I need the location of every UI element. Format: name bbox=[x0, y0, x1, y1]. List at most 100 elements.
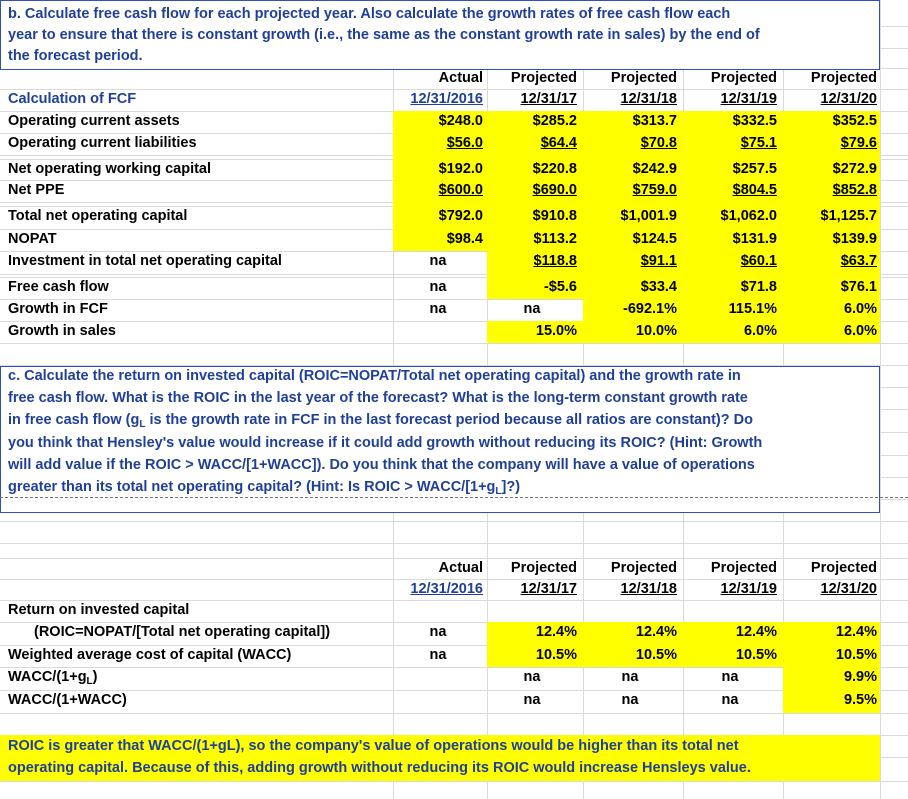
prompt-box bbox=[0, 0, 880, 70]
cell-value: na bbox=[621, 669, 639, 685]
row-label: Growth in sales bbox=[8, 323, 116, 339]
cell-value: $139.9 bbox=[832, 231, 877, 247]
cell-value: 10.0% bbox=[635, 323, 677, 339]
column-status: Projected bbox=[810, 70, 877, 86]
row-label: Growth in FCF bbox=[8, 301, 108, 317]
column-status: Projected bbox=[610, 560, 677, 576]
grid-line bbox=[0, 713, 908, 714]
cell-value: $98.4 bbox=[446, 231, 483, 247]
text-segment: free cash flow. What is the ROIC in the … bbox=[8, 390, 748, 407]
cell-value: $79.6 bbox=[840, 135, 877, 151]
cell-value: na bbox=[429, 624, 447, 640]
cell-value: $70.8 bbox=[640, 135, 677, 151]
prompt-line: greater than its total net operating cap… bbox=[8, 477, 520, 502]
cell-value: $852.8 bbox=[832, 182, 877, 198]
cell-value: na bbox=[523, 669, 541, 685]
cell-value: $192.0 bbox=[438, 161, 483, 177]
column-date: 12/31/19 bbox=[720, 581, 777, 597]
prompt-box bbox=[0, 366, 880, 513]
text-segment: is the growth rate in FCF in the last fo… bbox=[145, 412, 753, 429]
column-date: 12/31/18 bbox=[620, 91, 677, 107]
grid-line bbox=[0, 274, 908, 275]
text-segment: in free cash flow (g bbox=[8, 412, 140, 429]
prompt-line: the forecast period. bbox=[8, 48, 143, 64]
row-label: Free cash flow bbox=[8, 279, 109, 295]
cell-value: $75.1 bbox=[740, 135, 777, 151]
cell-value: 10.5% bbox=[735, 647, 777, 663]
row-label: Operating current assets bbox=[8, 113, 180, 129]
grid-line bbox=[0, 645, 908, 646]
cell-value: $352.5 bbox=[832, 113, 877, 129]
text-segment: WACC/(1+g bbox=[8, 669, 87, 685]
prompt-line: year to ensure that there is constant gr… bbox=[8, 27, 760, 43]
column-date: 12/31/20 bbox=[820, 581, 877, 597]
cell-value: $792.0 bbox=[438, 208, 483, 224]
prompt-line: c. Calculate the return on invested capi… bbox=[8, 366, 741, 387]
cell-value: $600.0 bbox=[438, 182, 483, 198]
cell-value: $71.8 bbox=[740, 279, 777, 295]
row-label: Net PPE bbox=[8, 182, 65, 198]
cell-value: $1,062.0 bbox=[720, 208, 777, 224]
cell-value: $63.7 bbox=[840, 253, 877, 269]
cell-value: $113.2 bbox=[533, 231, 577, 247]
text-segment: greater than its total net operating cap… bbox=[8, 479, 496, 495]
cell-value: 12.4% bbox=[735, 624, 777, 640]
subscript: L bbox=[86, 676, 93, 687]
cell-value: $804.5 bbox=[732, 182, 777, 198]
cell-value: $56.0 bbox=[446, 135, 483, 151]
column-status: Projected bbox=[510, 70, 577, 86]
column-date: 12/31/2016 bbox=[410, 581, 483, 597]
cell-value: na bbox=[721, 669, 739, 685]
cell-value: -$5.6 bbox=[543, 279, 577, 295]
cell-value: 10.5% bbox=[835, 647, 877, 663]
row-label: Net operating working capital bbox=[8, 161, 212, 177]
cell-value: $272.9 bbox=[832, 161, 877, 177]
column-status: Projected bbox=[710, 560, 777, 576]
grid-line bbox=[0, 299, 908, 300]
cell-value: $242.9 bbox=[632, 161, 677, 177]
grid-line bbox=[0, 558, 908, 559]
column-status: Projected bbox=[510, 560, 577, 576]
column-status: Actual bbox=[438, 560, 483, 576]
highlight bbox=[487, 111, 880, 299]
grid-line bbox=[0, 622, 908, 623]
cell-value: 10.5% bbox=[635, 647, 677, 663]
column-status: Projected bbox=[610, 70, 677, 86]
cell-value: 12.4% bbox=[535, 624, 577, 640]
cell-value: na bbox=[429, 253, 447, 269]
cell-value: $1,001.9 bbox=[620, 208, 677, 224]
grid-line bbox=[0, 251, 908, 252]
cell-value: na bbox=[523, 301, 541, 317]
cell-value: $332.5 bbox=[732, 113, 777, 129]
conclusion-line: ROIC is greater that WACC/(1+gL), so the… bbox=[8, 738, 739, 754]
highlight bbox=[783, 667, 880, 713]
cell-value: $33.4 bbox=[640, 279, 677, 295]
cell-value: 6.0% bbox=[743, 323, 777, 339]
cell-value: 12.4% bbox=[635, 624, 677, 640]
cell-value: $257.5 bbox=[732, 161, 777, 177]
column-date: 12/31/18 bbox=[620, 581, 677, 597]
highlight bbox=[583, 299, 880, 321]
grid-line bbox=[0, 781, 908, 782]
cell-value: na bbox=[721, 692, 739, 708]
grid-line bbox=[0, 600, 908, 601]
cell-value: na bbox=[523, 692, 541, 708]
cell-value: 6.0% bbox=[843, 323, 877, 339]
cell-value: 10.5% bbox=[535, 647, 577, 663]
grid-line bbox=[0, 543, 908, 544]
cell-value: $76.1 bbox=[840, 279, 877, 295]
prompt-line: will add value if the ROIC > WACC/[1+WAC… bbox=[8, 455, 755, 476]
highlight bbox=[487, 321, 880, 343]
text-segment: will add value if the ROIC > WACC/[1+WAC… bbox=[8, 456, 755, 473]
prompt-line: free cash flow. What is the ROIC in the … bbox=[8, 388, 748, 409]
grid-line bbox=[0, 579, 908, 580]
cell-value: $1,125.7 bbox=[820, 208, 877, 224]
grid-line bbox=[0, 321, 908, 322]
cell-value: $131.9 bbox=[732, 231, 777, 247]
cell-value: $220.8 bbox=[532, 161, 577, 177]
cell-value: na bbox=[429, 647, 447, 663]
cell-value: $91.1 bbox=[640, 253, 677, 269]
column-status: Projected bbox=[810, 560, 877, 576]
section-label: Calculation of FCF bbox=[8, 91, 137, 107]
highlight bbox=[393, 111, 487, 251]
